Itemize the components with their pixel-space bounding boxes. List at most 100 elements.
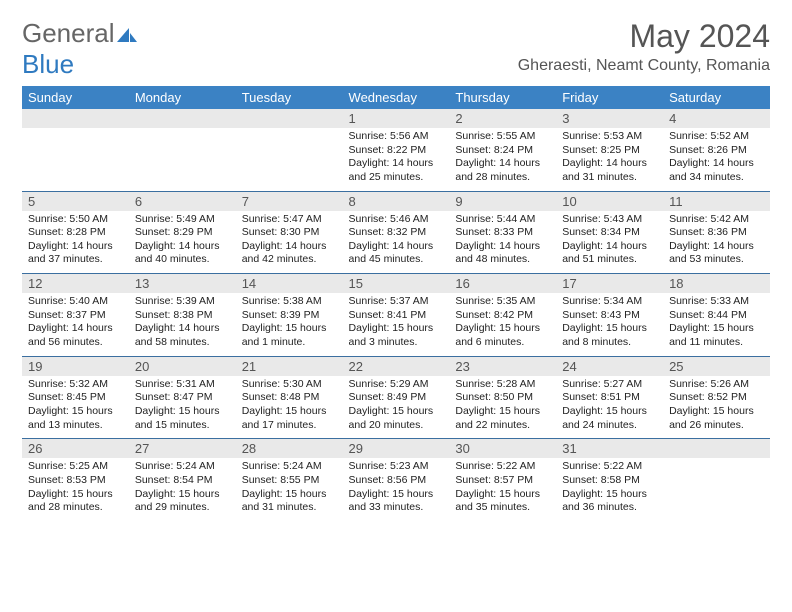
calendar-cell: 3Sunrise: 5:53 AMSunset: 8:25 PMDaylight… <box>556 109 663 191</box>
dayname-header: Friday <box>556 86 663 109</box>
calendar-cell: 20Sunrise: 5:31 AMSunset: 8:47 PMDayligh… <box>129 356 236 439</box>
calendar-cell <box>129 109 236 191</box>
day-details <box>129 128 236 186</box>
day-details: Sunrise: 5:38 AMSunset: 8:39 PMDaylight:… <box>236 293 343 356</box>
calendar-cell: 13Sunrise: 5:39 AMSunset: 8:38 PMDayligh… <box>129 274 236 357</box>
dayname-header: Sunday <box>22 86 129 109</box>
day-details: Sunrise: 5:49 AMSunset: 8:29 PMDaylight:… <box>129 211 236 274</box>
day-details: Sunrise: 5:24 AMSunset: 8:55 PMDaylight:… <box>236 458 343 521</box>
day-details: Sunrise: 5:33 AMSunset: 8:44 PMDaylight:… <box>663 293 770 356</box>
day-details: Sunrise: 5:43 AMSunset: 8:34 PMDaylight:… <box>556 211 663 274</box>
calendar-cell: 18Sunrise: 5:33 AMSunset: 8:44 PMDayligh… <box>663 274 770 357</box>
calendar-cell: 12Sunrise: 5:40 AMSunset: 8:37 PMDayligh… <box>22 274 129 357</box>
day-number: 18 <box>663 274 770 293</box>
calendar-head: SundayMondayTuesdayWednesdayThursdayFrid… <box>22 86 770 109</box>
day-number <box>236 109 343 128</box>
calendar-cell: 26Sunrise: 5:25 AMSunset: 8:53 PMDayligh… <box>22 439 129 521</box>
brand-logo: GeneralBlue <box>22 18 139 80</box>
day-number: 29 <box>343 439 450 458</box>
dayname-header: Thursday <box>449 86 556 109</box>
day-number: 24 <box>556 357 663 376</box>
calendar-table: SundayMondayTuesdayWednesdayThursdayFrid… <box>22 86 770 521</box>
day-number: 13 <box>129 274 236 293</box>
dayname-header: Monday <box>129 86 236 109</box>
calendar-cell: 22Sunrise: 5:29 AMSunset: 8:49 PMDayligh… <box>343 356 450 439</box>
calendar-cell <box>22 109 129 191</box>
day-number <box>129 109 236 128</box>
day-details: Sunrise: 5:28 AMSunset: 8:50 PMDaylight:… <box>449 376 556 439</box>
day-number: 10 <box>556 192 663 211</box>
day-details: Sunrise: 5:42 AMSunset: 8:36 PMDaylight:… <box>663 211 770 274</box>
day-number: 7 <box>236 192 343 211</box>
calendar-cell: 23Sunrise: 5:28 AMSunset: 8:50 PMDayligh… <box>449 356 556 439</box>
day-details: Sunrise: 5:32 AMSunset: 8:45 PMDaylight:… <box>22 376 129 439</box>
day-details: Sunrise: 5:44 AMSunset: 8:33 PMDaylight:… <box>449 211 556 274</box>
day-details: Sunrise: 5:30 AMSunset: 8:48 PMDaylight:… <box>236 376 343 439</box>
day-number: 9 <box>449 192 556 211</box>
day-number: 20 <box>129 357 236 376</box>
day-details: Sunrise: 5:46 AMSunset: 8:32 PMDaylight:… <box>343 211 450 274</box>
dayname-header: Wednesday <box>343 86 450 109</box>
day-number: 4 <box>663 109 770 128</box>
dayname-header: Saturday <box>663 86 770 109</box>
day-details: Sunrise: 5:22 AMSunset: 8:58 PMDaylight:… <box>556 458 663 521</box>
calendar-cell <box>663 439 770 521</box>
day-number: 16 <box>449 274 556 293</box>
day-number <box>663 439 770 458</box>
title-block: May 2024 Gheraesti, Neamt County, Romani… <box>518 18 770 75</box>
day-details: Sunrise: 5:31 AMSunset: 8:47 PMDaylight:… <box>129 376 236 439</box>
day-details: Sunrise: 5:27 AMSunset: 8:51 PMDaylight:… <box>556 376 663 439</box>
day-details <box>663 458 770 516</box>
day-number: 23 <box>449 357 556 376</box>
page-header: GeneralBlue May 2024 Gheraesti, Neamt Co… <box>22 18 770 80</box>
calendar-cell: 16Sunrise: 5:35 AMSunset: 8:42 PMDayligh… <box>449 274 556 357</box>
day-number: 8 <box>343 192 450 211</box>
day-details: Sunrise: 5:29 AMSunset: 8:49 PMDaylight:… <box>343 376 450 439</box>
calendar-cell: 24Sunrise: 5:27 AMSunset: 8:51 PMDayligh… <box>556 356 663 439</box>
calendar-cell: 14Sunrise: 5:38 AMSunset: 8:39 PMDayligh… <box>236 274 343 357</box>
day-number: 3 <box>556 109 663 128</box>
calendar-cell: 15Sunrise: 5:37 AMSunset: 8:41 PMDayligh… <box>343 274 450 357</box>
day-number: 1 <box>343 109 450 128</box>
day-details: Sunrise: 5:53 AMSunset: 8:25 PMDaylight:… <box>556 128 663 191</box>
calendar-cell: 9Sunrise: 5:44 AMSunset: 8:33 PMDaylight… <box>449 191 556 274</box>
calendar-cell <box>236 109 343 191</box>
day-details: Sunrise: 5:52 AMSunset: 8:26 PMDaylight:… <box>663 128 770 191</box>
day-details: Sunrise: 5:34 AMSunset: 8:43 PMDaylight:… <box>556 293 663 356</box>
day-details: Sunrise: 5:25 AMSunset: 8:53 PMDaylight:… <box>22 458 129 521</box>
day-number: 2 <box>449 109 556 128</box>
day-number: 30 <box>449 439 556 458</box>
day-details: Sunrise: 5:37 AMSunset: 8:41 PMDaylight:… <box>343 293 450 356</box>
calendar-cell: 21Sunrise: 5:30 AMSunset: 8:48 PMDayligh… <box>236 356 343 439</box>
day-details: Sunrise: 5:24 AMSunset: 8:54 PMDaylight:… <box>129 458 236 521</box>
calendar-cell: 17Sunrise: 5:34 AMSunset: 8:43 PMDayligh… <box>556 274 663 357</box>
calendar-cell: 25Sunrise: 5:26 AMSunset: 8:52 PMDayligh… <box>663 356 770 439</box>
day-number: 6 <box>129 192 236 211</box>
day-details <box>236 128 343 186</box>
calendar-cell: 8Sunrise: 5:46 AMSunset: 8:32 PMDaylight… <box>343 191 450 274</box>
day-details: Sunrise: 5:23 AMSunset: 8:56 PMDaylight:… <box>343 458 450 521</box>
calendar-cell: 30Sunrise: 5:22 AMSunset: 8:57 PMDayligh… <box>449 439 556 521</box>
calendar-cell: 5Sunrise: 5:50 AMSunset: 8:28 PMDaylight… <box>22 191 129 274</box>
day-details: Sunrise: 5:40 AMSunset: 8:37 PMDaylight:… <box>22 293 129 356</box>
calendar-body: 1Sunrise: 5:56 AMSunset: 8:22 PMDaylight… <box>22 109 770 521</box>
day-number: 27 <box>129 439 236 458</box>
day-details: Sunrise: 5:56 AMSunset: 8:22 PMDaylight:… <box>343 128 450 191</box>
day-details <box>22 128 129 186</box>
day-number <box>22 109 129 128</box>
day-number: 28 <box>236 439 343 458</box>
day-number: 31 <box>556 439 663 458</box>
day-details: Sunrise: 5:22 AMSunset: 8:57 PMDaylight:… <box>449 458 556 521</box>
calendar-cell: 10Sunrise: 5:43 AMSunset: 8:34 PMDayligh… <box>556 191 663 274</box>
calendar-cell: 27Sunrise: 5:24 AMSunset: 8:54 PMDayligh… <box>129 439 236 521</box>
day-details: Sunrise: 5:26 AMSunset: 8:52 PMDaylight:… <box>663 376 770 439</box>
location-subtitle: Gheraesti, Neamt County, Romania <box>518 57 770 75</box>
calendar-cell: 31Sunrise: 5:22 AMSunset: 8:58 PMDayligh… <box>556 439 663 521</box>
day-number: 15 <box>343 274 450 293</box>
day-number: 14 <box>236 274 343 293</box>
day-details: Sunrise: 5:47 AMSunset: 8:30 PMDaylight:… <box>236 211 343 274</box>
day-details: Sunrise: 5:35 AMSunset: 8:42 PMDaylight:… <box>449 293 556 356</box>
day-number: 26 <box>22 439 129 458</box>
calendar-cell: 4Sunrise: 5:52 AMSunset: 8:26 PMDaylight… <box>663 109 770 191</box>
day-number: 25 <box>663 357 770 376</box>
